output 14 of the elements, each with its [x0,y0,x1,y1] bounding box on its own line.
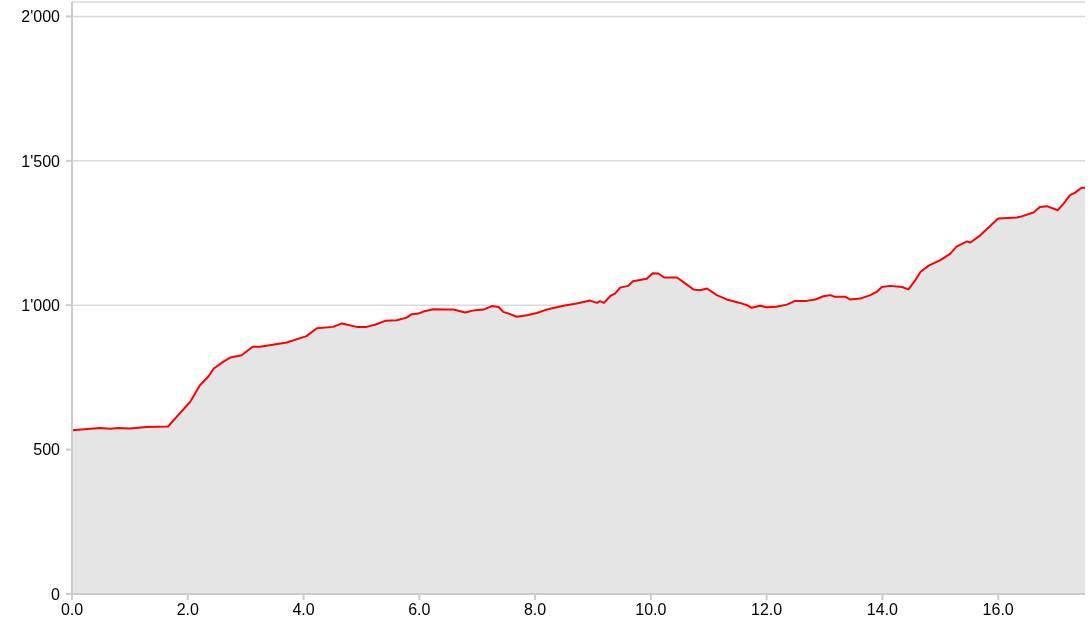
x-tick-label: 2.0 [176,601,199,619]
x-tick-label: 16.0 [982,601,1014,619]
y-tick-label: 1'000 [21,296,61,314]
y-tick-label: 2'000 [21,8,61,26]
x-tick-label: 6.0 [408,601,431,619]
x-tick-label: 4.0 [292,601,315,619]
x-tick-label: 14.0 [866,601,899,619]
x-tick-label: 8.0 [523,601,547,619]
y-tick-label: 500 [33,441,61,459]
x-tick-label: 12.0 [751,601,783,619]
x-tick-label: 0.0 [60,601,84,619]
y-tick-label: 1'500 [21,152,61,170]
x-tick-label: 10.0 [635,601,667,619]
y-tick-label: 0 [51,585,61,603]
